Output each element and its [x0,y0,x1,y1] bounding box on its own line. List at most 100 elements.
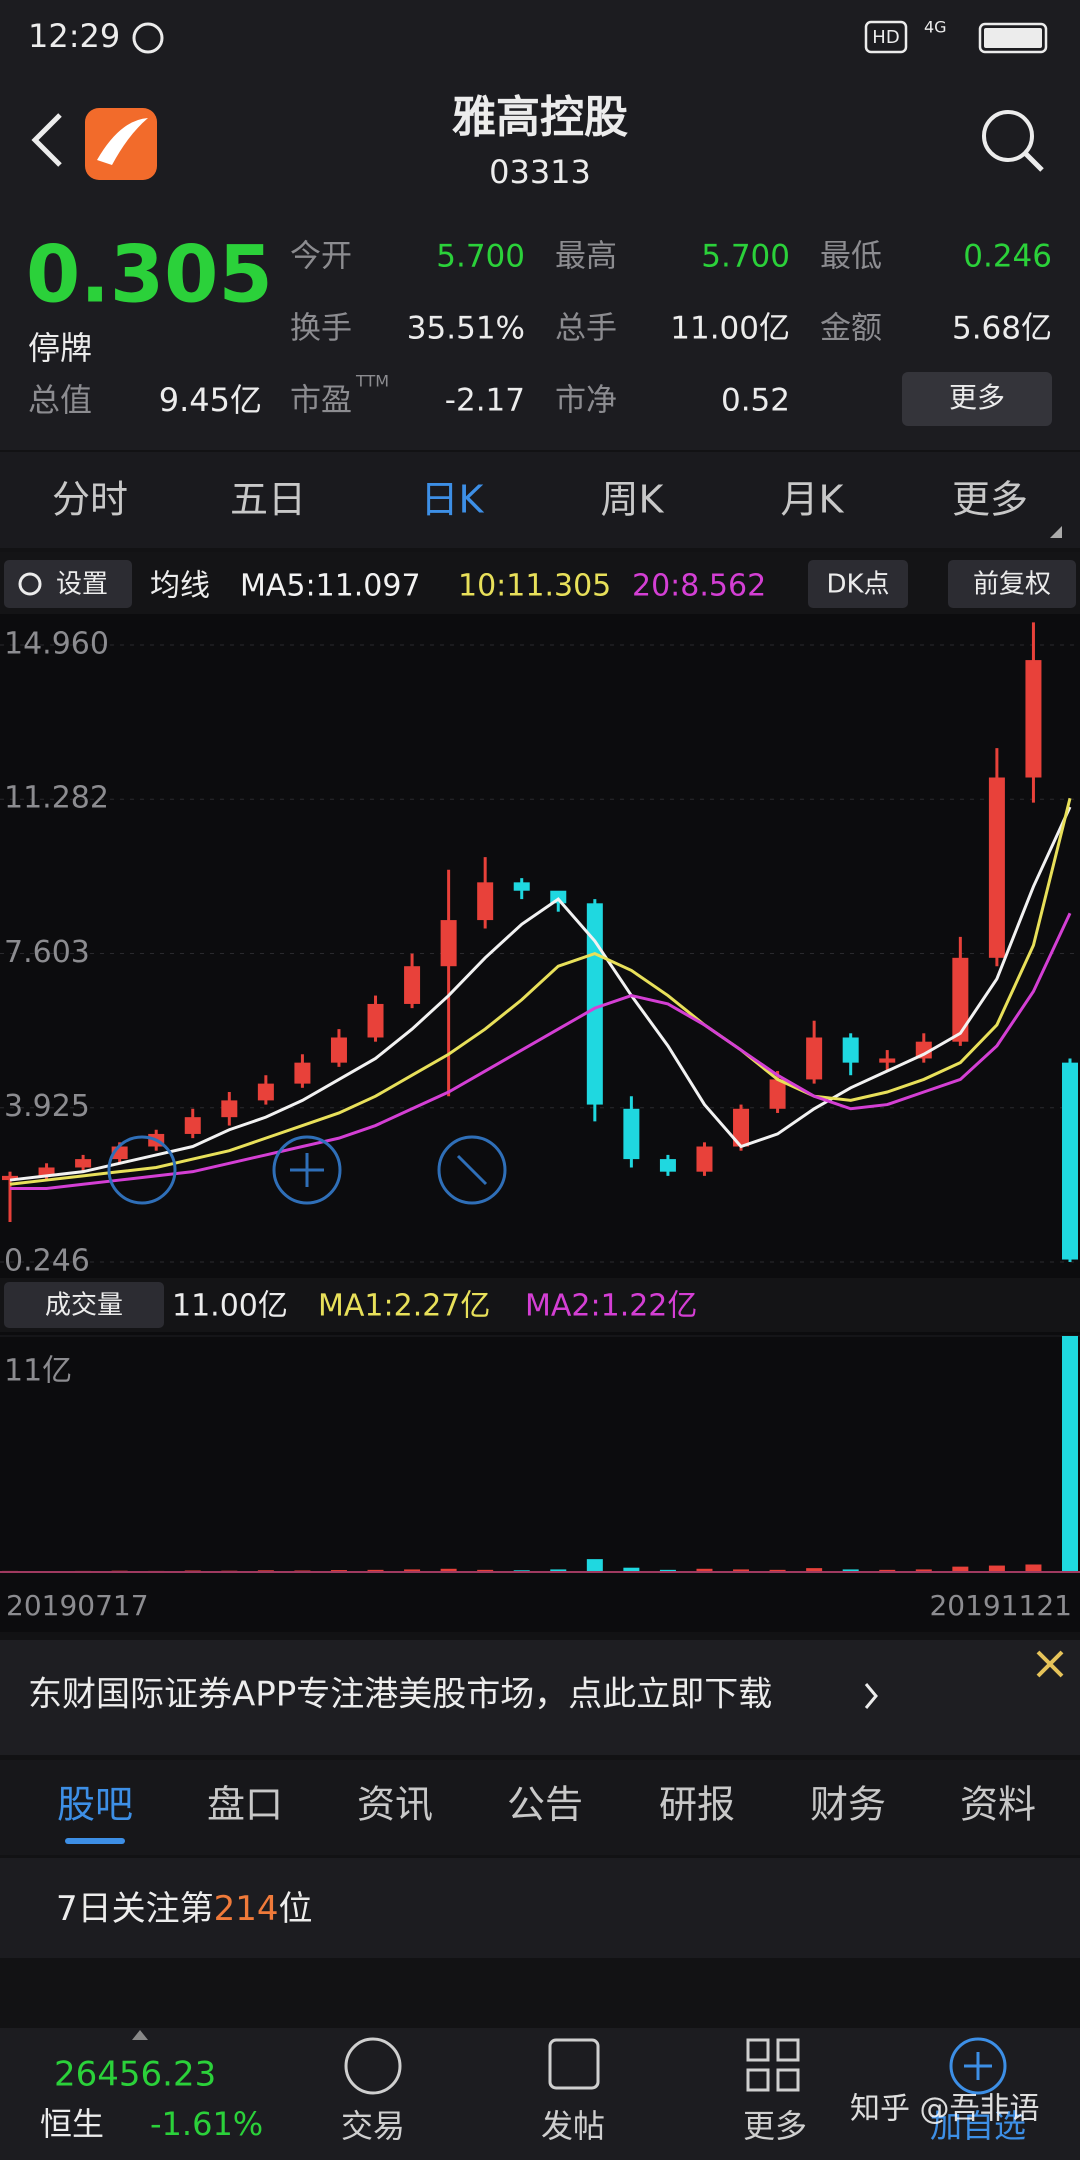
field-sup: TTM [355,372,389,391]
candle-body [1062,1062,1078,1260]
candle-body [842,1037,859,1063]
volume-title[interactable]: 成交量 [45,1291,123,1321]
section-tab[interactable]: 资讯 [357,1783,433,1827]
section-tab[interactable]: 盘口 [207,1783,283,1827]
dk-label[interactable]: DK点 [826,570,889,600]
candle-body [988,777,1005,958]
back-arrow[interactable] [31,113,62,167]
adjust-label[interactable]: 前复权 [973,570,1051,600]
index-name: 恒生 [40,2105,104,2143]
nav-item[interactable]: 交易 [341,2107,405,2145]
candle-body [367,1003,384,1038]
period-tab[interactable]: 更多 [952,478,1028,522]
status-time: 12:29 [28,17,120,55]
period-tab[interactable]: 分时 [52,478,128,522]
volume-bar [988,1565,1005,1572]
period-tab[interactable]: 日K [421,478,485,522]
volume-button[interactable] [4,1282,164,1328]
volume-bar [477,1569,494,1572]
field-value: -2.17 [445,383,525,419]
logo-mark [97,118,148,165]
period-tab[interactable]: 周K [601,478,665,522]
candle-body [513,882,530,891]
candle-body [38,1167,55,1176]
grid-d [776,2068,800,2092]
section-tab[interactable]: 研报 [659,1783,735,1827]
field-label: 金额 [820,311,882,347]
section-tab[interactable]: 财务 [810,1783,886,1827]
zoom-out-button[interactable] [107,1135,177,1205]
section-tab[interactable]: 资料 [960,1783,1036,1827]
candle-body [330,1037,347,1063]
follow-suffix: 位 [279,1889,313,1929]
section-tab[interactable]: 股吧 [57,1783,133,1827]
dk-button[interactable] [808,560,908,608]
total-label: 总值 [28,381,92,419]
chart-controls [107,1135,507,1205]
section-tab[interactable]: 公告 [507,1783,583,1827]
candle-body [2,1175,18,1181]
candle-body [75,1159,92,1168]
candle-body [294,1062,311,1084]
period-tab[interactable]: 五日 [230,478,306,522]
settings-label[interactable]: 设置 [56,570,108,600]
x-start-label: 20190717 [6,1589,149,1622]
y-tick-label: 14.960 [4,627,109,662]
bottom-nav: 交易 发帖 更多 加自选 [341,2107,1026,2145]
follow-bg [0,1858,1080,1958]
volume-tick-label: 11亿 [4,1354,72,1389]
volume-bar [659,1569,676,1572]
index-caret [132,2030,148,2040]
fullscreen-button[interactable] [437,1135,507,1205]
volume-bar [733,1569,750,1572]
ad-bg [0,1640,1080,1755]
settings-button[interactable] [4,560,132,608]
search-icon[interactable] [982,110,1034,162]
kline-chart: 14.960 11.282 7.603 3.925 0.246 11亿 [0,622,1080,1573]
ad-text[interactable]: 东财国际证券APP专注港美股市场，点此立即下载 [28,1675,772,1715]
y-tick-label: 3.925 [4,1089,90,1124]
candle-body [440,920,457,967]
field-value: 5.700 [701,239,790,275]
grid-b [776,2038,800,2062]
field-label: 今开 [290,239,352,275]
field-label: 换手 [290,311,352,347]
volume-header-bg [0,1278,1080,1332]
nav-item[interactable]: 更多 [743,2107,807,2145]
more-icon [746,2038,800,2092]
nav-item[interactable]: 发帖 [541,2107,605,2145]
volume-bar [440,1568,457,1572]
trade-state: 停牌 [28,329,92,367]
index-value: 26456.23 [54,2055,216,2095]
volume-bg [0,1332,1080,1632]
volume-bar [623,1567,640,1572]
chart-bg [0,614,1080,1278]
watermark: 知乎 @吾非语 [850,2092,1040,2127]
total-value: 9.45亿 [159,381,262,419]
candle-body [659,1159,676,1172]
more-button[interactable] [902,372,1052,426]
ma-line [9,797,1072,1186]
candle-body [915,1041,932,1059]
section-tabs: 股吧 盘口 资讯 公告 研报 财务 资料 [57,1783,1036,1844]
status-network: 4G [924,18,947,37]
follow-number: 214 [214,1889,279,1929]
volume-bar [1025,1564,1042,1572]
ad-close-b [1036,1650,1064,1678]
period-tab[interactable]: 月K [781,478,845,522]
battery [978,22,1048,54]
more-label[interactable]: 更多 [949,381,1005,414]
trade-icon [344,2037,402,2095]
zoom-in-button[interactable] [272,1135,342,1205]
candle-body [1025,660,1042,778]
ma-legend-label: 20:8.562 [632,569,766,604]
stock-code: 03313 [489,153,591,191]
candle-body [733,1108,750,1147]
volume-bar [367,1569,384,1572]
adjust-button[interactable] [948,560,1076,608]
field-label: 总手 [555,311,617,347]
nav-item[interactable]: 加自选 [930,2107,1026,2145]
ma-legend: MA5:11.097 10:11.305 20:8.562 [240,569,766,604]
ma-legend-label: MA5:11.097 [240,569,421,604]
